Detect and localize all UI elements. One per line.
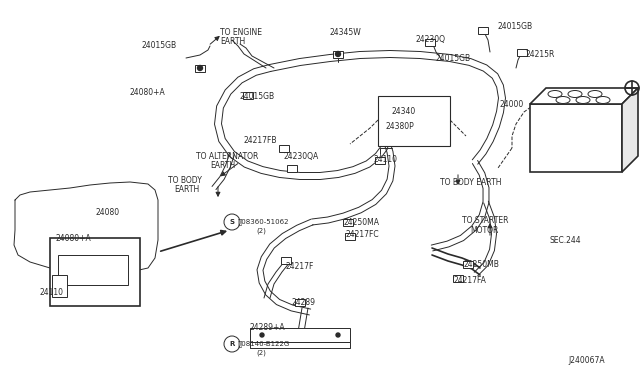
Text: 24289: 24289 [292,298,316,307]
Text: SEC.244: SEC.244 [550,236,582,245]
Text: 24250MB: 24250MB [464,260,500,269]
Bar [195,65,205,72]
Text: EARTH: EARTH [220,37,245,46]
Circle shape [260,333,264,337]
Text: 24110: 24110 [374,155,398,164]
Text: TO STARTER: TO STARTER [462,216,509,225]
Bar [243,92,253,99]
Text: 24110: 24110 [40,288,64,297]
Bar [478,27,488,34]
Text: 24250MA: 24250MA [344,218,380,227]
Text: 24217FB: 24217FB [244,136,278,145]
Text: (2): (2) [256,350,266,356]
Text: 24230QA: 24230QA [284,152,319,161]
Circle shape [336,333,340,337]
Text: (2): (2) [256,228,266,234]
Bar [530,104,622,172]
Bar [453,275,463,282]
Text: 24217FC: 24217FC [346,230,380,239]
Ellipse shape [588,90,602,97]
Text: R: R [229,341,235,347]
Bar [58,255,128,285]
Text: 24215R: 24215R [525,50,554,59]
Text: 24217FA: 24217FA [454,276,487,285]
Text: S: S [230,219,234,225]
Ellipse shape [576,96,590,103]
Bar [281,257,291,264]
Text: 24345W: 24345W [330,28,362,37]
Text: 24230Q: 24230Q [415,35,445,44]
Text: Ⓜ08360-51062: Ⓜ08360-51062 [238,218,289,225]
Bar [343,219,353,226]
Text: 24340: 24340 [392,107,416,116]
Ellipse shape [568,90,582,97]
Ellipse shape [556,96,570,103]
Text: TO BODY: TO BODY [168,176,202,185]
Text: TO ALTERNATOR: TO ALTERNATOR [196,152,259,161]
Polygon shape [622,88,638,172]
Text: 24015GB: 24015GB [498,22,533,31]
Text: EARTH: EARTH [210,161,236,170]
Text: 24015GB: 24015GB [240,92,275,101]
Bar [517,49,527,56]
Bar [287,165,297,172]
Bar [250,328,350,342]
Bar [295,299,305,306]
Text: 24289+A: 24289+A [250,323,285,332]
Text: 24015GB: 24015GB [435,54,470,63]
Bar [463,261,473,268]
Text: Ⓛ08146-B122G: Ⓛ08146-B122G [238,340,291,347]
Text: 24000: 24000 [500,100,524,109]
Circle shape [335,51,340,57]
Bar [425,39,435,46]
Bar [50,238,140,306]
Text: J240067A: J240067A [568,356,605,365]
Text: 24380P: 24380P [386,122,415,131]
Text: 24080: 24080 [96,208,120,217]
Bar [279,145,289,152]
Text: TO ENGINE: TO ENGINE [220,28,262,37]
Text: 24080+A: 24080+A [130,88,166,97]
Ellipse shape [548,90,562,97]
Polygon shape [530,88,638,104]
Text: 24015GB: 24015GB [142,41,177,50]
Bar [345,233,355,240]
Text: EARTH: EARTH [174,185,199,194]
Text: 24080+A: 24080+A [56,234,92,243]
Bar [378,96,450,146]
Circle shape [198,65,202,71]
Text: 24217F: 24217F [286,262,314,271]
Bar [333,51,343,58]
Text: MOTOR: MOTOR [470,226,499,235]
Ellipse shape [596,96,610,103]
Bar [52,275,67,297]
Text: TO BODY EARTH: TO BODY EARTH [440,178,502,187]
Bar [375,157,385,164]
